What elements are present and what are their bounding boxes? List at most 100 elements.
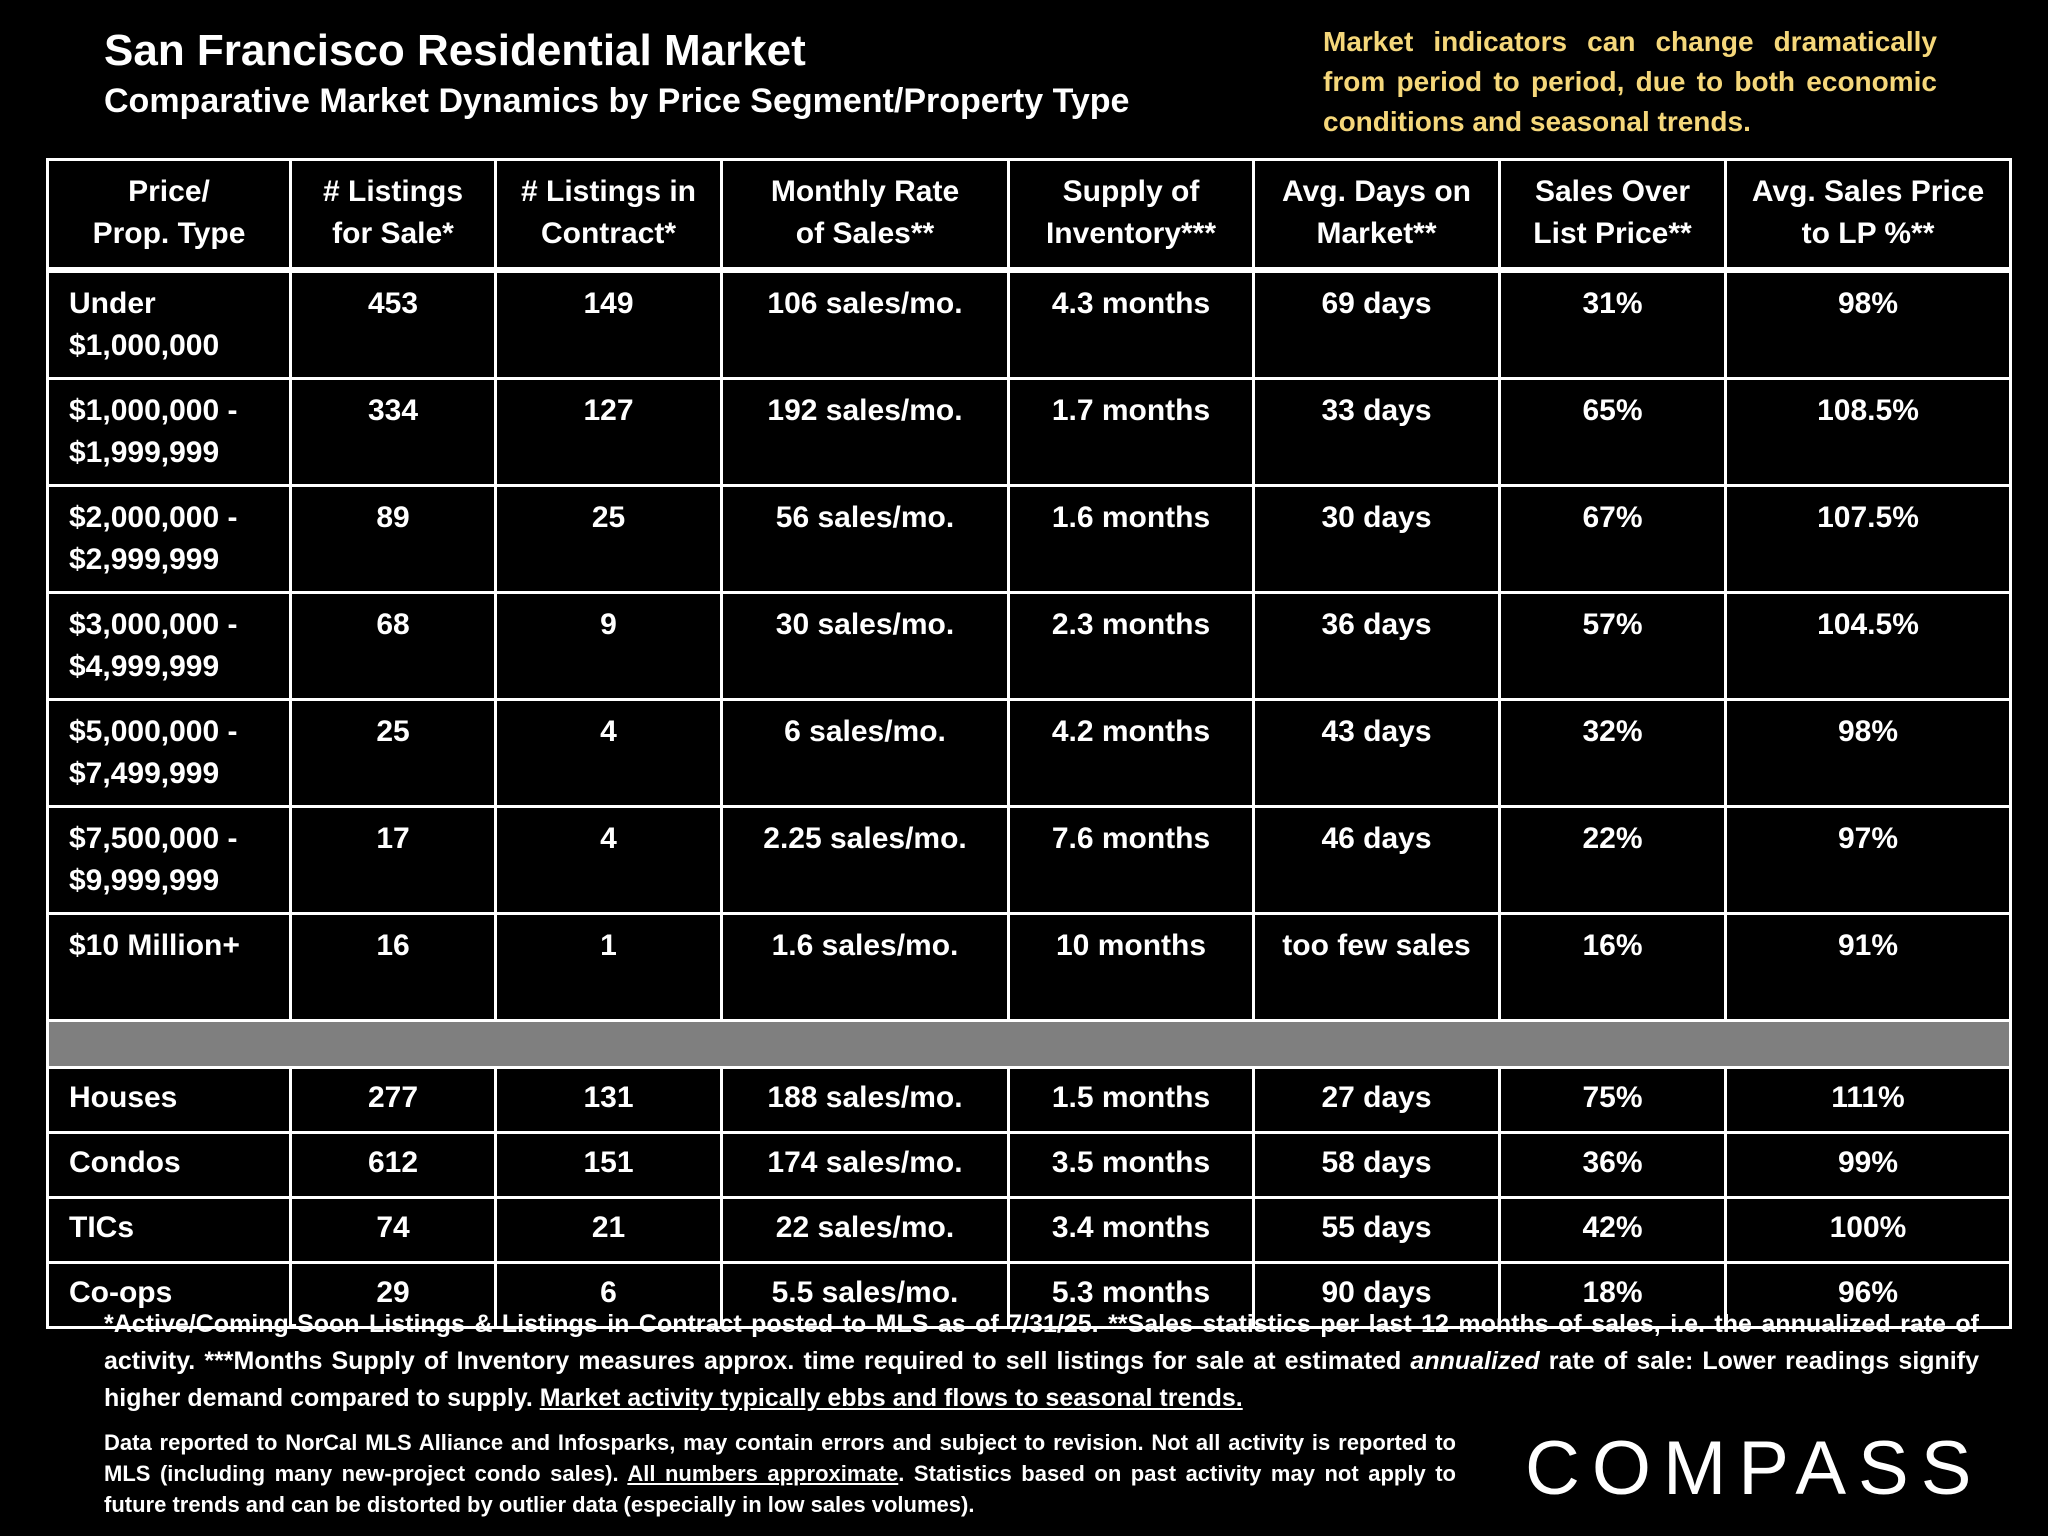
cell: $7,500,000 - $9,999,999 — [46, 805, 292, 915]
cell: 22 sales/mo. — [720, 1196, 1010, 1264]
row: $5,000,000 - $7,499,999 25 4 6 sales/mo. 4.2… — [46, 698, 2012, 808]
cell: 612 — [289, 1131, 497, 1199]
text: Market activity typically ebbs and flows… — [539, 1384, 1243, 1412]
cell: 90 days — [1252, 1261, 1501, 1329]
cell: 74 — [289, 1196, 497, 1264]
separator-cell — [46, 1019, 2012, 1069]
column-header: Sales Over List Price** — [1498, 158, 1727, 273]
cell: Co-ops — [46, 1261, 292, 1329]
cell: 30 days — [1252, 484, 1501, 594]
cell: $2,000,000 - $2,999,999 — [46, 484, 292, 594]
cell: 4 — [494, 698, 723, 808]
cell: 36% — [1498, 1131, 1727, 1199]
cell: 91% — [1724, 912, 2012, 1022]
cell: 42% — [1498, 1196, 1727, 1264]
cell: 3.4 months — [1007, 1196, 1255, 1264]
cell: too few sales — [1252, 912, 1501, 1022]
row: $7,500,000 - $9,999,999 17 4 2.25 sales/mo.… — [46, 805, 2012, 915]
column-header: Avg. Sales Price to LP %** — [1724, 158, 2012, 273]
cell: 7.6 months — [1007, 805, 1255, 915]
text: rate of sale: Lower readings signify hig… — [104, 1347, 1979, 1412]
cell: 111% — [1724, 1066, 2012, 1134]
separator — [46, 1019, 2012, 1069]
cell: TICs — [46, 1196, 292, 1264]
cell: 21 — [494, 1196, 723, 1264]
disclaimer: Data reported to NorCal MLS Alliance and… — [104, 1427, 1456, 1520]
cell: 151 — [494, 1131, 723, 1199]
cell: 46 days — [1252, 805, 1501, 915]
row: TICs 74 21 22 sales/mo. 3.4 months 55 days 42%… — [46, 1196, 2012, 1264]
row: $10 Million+ 16 1 1.6 sales/mo. 10 months too… — [46, 912, 2012, 1022]
cell: 107.5% — [1724, 484, 2012, 594]
cell: 30 sales/mo. — [720, 591, 1010, 701]
cell: 67% — [1498, 484, 1727, 594]
cell: 69 days — [1252, 268, 1501, 380]
text: annualized — [1410, 1347, 1540, 1375]
cell: $10 Million+ — [46, 912, 292, 1022]
cell: 453 — [289, 268, 497, 380]
cell: 4.3 months — [1007, 268, 1255, 380]
cell: 32% — [1498, 698, 1727, 808]
text: *Active/Coming-Soon Listings & Listings … — [104, 1310, 1979, 1375]
cell: $1,000,000 - $1,999,999 — [46, 377, 292, 487]
cell: 149 — [494, 268, 723, 380]
cell: 104.5% — [1724, 591, 2012, 701]
cell: Under $1,000,000 — [46, 268, 292, 380]
cell: 29 — [289, 1261, 497, 1329]
cell: 4.2 months — [1007, 698, 1255, 808]
row: $3,000,000 - $4,999,999 68 9 30 sales/mo. 2.… — [46, 591, 2012, 701]
column-header: Avg. Days on Market** — [1252, 158, 1501, 273]
column-header: Price/ Prop. Type — [46, 158, 292, 273]
cell: 106 sales/mo. — [720, 268, 1010, 380]
cell: 18% — [1498, 1261, 1727, 1329]
cell: 100% — [1724, 1196, 2012, 1264]
row: Co-ops 29 6 5.5 sales/mo. 5.3 months 90 days 1… — [46, 1261, 2012, 1329]
text: Data reported to NorCal MLS Alliance and… — [104, 1430, 1456, 1486]
cell: 5.3 months — [1007, 1261, 1255, 1329]
cell: 43 days — [1252, 698, 1501, 808]
cell: 2.25 sales/mo. — [720, 805, 1010, 915]
cell: 75% — [1498, 1066, 1727, 1134]
cell: 98% — [1724, 268, 2012, 380]
cell: 17 — [289, 805, 497, 915]
cell: 25 — [289, 698, 497, 808]
cell: 5.5 sales/mo. — [720, 1261, 1010, 1329]
cell: 1.5 months — [1007, 1066, 1255, 1134]
column-header: Monthly Rate of Sales** — [720, 158, 1010, 273]
cell: 192 sales/mo. — [720, 377, 1010, 487]
subtitle: Comparative Market Dynamics by Price Seg… — [104, 82, 1130, 120]
cell: 98% — [1724, 698, 2012, 808]
column-header: # Listings for Sale* — [289, 158, 497, 273]
market-table: Price/ Prop. Type # Listings for Sale* # L… — [46, 158, 2012, 1329]
text: All numbers approximate — [627, 1461, 899, 1486]
header-row: Price/ Prop. Type # Listings for Sale* # L… — [46, 158, 2012, 273]
cell: 97% — [1724, 805, 2012, 915]
cell: 174 sales/mo. — [720, 1131, 1010, 1199]
cell: 36 days — [1252, 591, 1501, 701]
row: $2,000,000 - $2,999,999 89 25 56 sales/mo. 1… — [46, 484, 2012, 594]
cell: 3.5 months — [1007, 1131, 1255, 1199]
note: Market indicators can change dramaticall… — [1323, 26, 1937, 137]
cell: 1 — [494, 912, 723, 1022]
cell: 9 — [494, 591, 723, 701]
cell: Condos — [46, 1131, 292, 1199]
row: $1,000,000 - $1,999,999 334 127 192 sales/m… — [46, 377, 2012, 487]
row: Houses 277 131 188 sales/mo. 1.5 months 27 da… — [46, 1066, 2012, 1134]
cell: 16% — [1498, 912, 1727, 1022]
cell: 58 days — [1252, 1131, 1501, 1199]
cell: 99% — [1724, 1131, 2012, 1199]
cell: 1.6 months — [1007, 484, 1255, 594]
cell: Houses — [46, 1066, 292, 1134]
column-header: Supply of Inventory*** — [1007, 158, 1255, 273]
row: Under $1,000,000 453 149 106 sales/mo. 4.3 m… — [46, 268, 2012, 380]
logo: COMPASS — [1525, 1426, 1984, 1511]
cell: 31% — [1498, 268, 1727, 380]
cell: 6 sales/mo. — [720, 698, 1010, 808]
text: . Statistics based on past activity may … — [104, 1461, 1456, 1517]
cell: 1.7 months — [1007, 377, 1255, 487]
column-header: # Listings in Contract* — [494, 158, 723, 273]
cell: 6 — [494, 1261, 723, 1329]
cell: 33 days — [1252, 377, 1501, 487]
cell: 68 — [289, 591, 497, 701]
